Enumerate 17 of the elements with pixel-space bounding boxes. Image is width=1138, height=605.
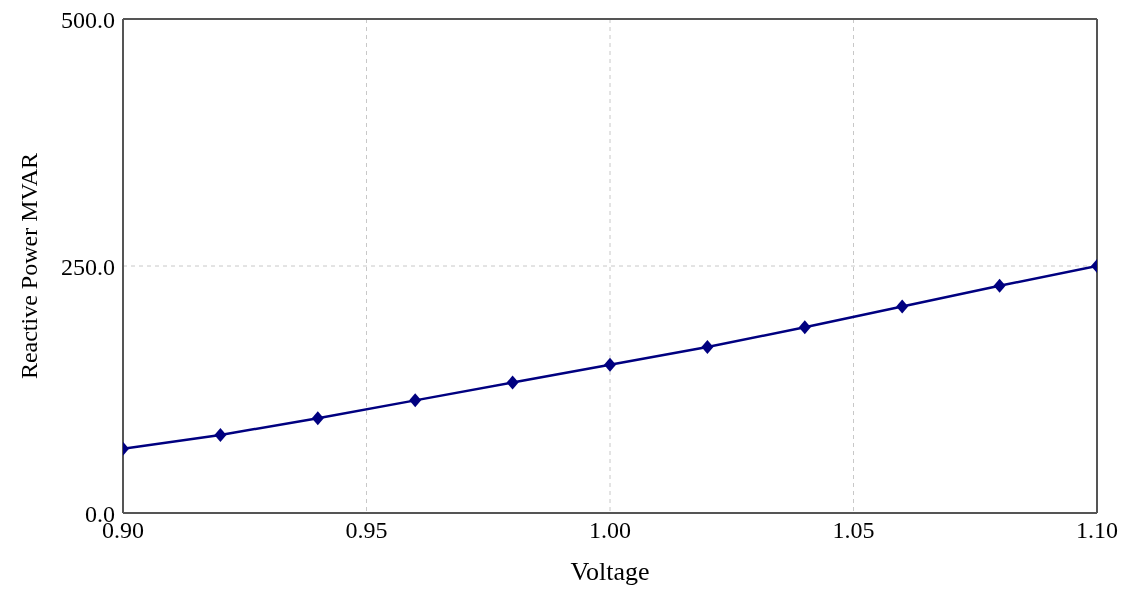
point <box>701 340 714 355</box>
point <box>311 411 324 426</box>
x-tick-label: 1.05 <box>832 517 875 544</box>
x-axis-title: Voltage <box>570 557 650 586</box>
x-tick-label: 1.00 <box>589 517 631 544</box>
x-tick-label: 0.95 <box>345 517 388 544</box>
point <box>896 299 909 314</box>
y-tick-label: 500.0 <box>61 6 115 33</box>
point <box>798 320 811 335</box>
point <box>993 278 1006 293</box>
y-axis-title: Reactive Power MVAR <box>15 152 42 380</box>
point <box>506 375 519 390</box>
x-tick-label: 1.10 <box>1076 517 1118 544</box>
y-tick-label: 250.0 <box>61 253 115 280</box>
point <box>214 427 227 442</box>
point <box>604 357 616 372</box>
point <box>409 393 422 408</box>
